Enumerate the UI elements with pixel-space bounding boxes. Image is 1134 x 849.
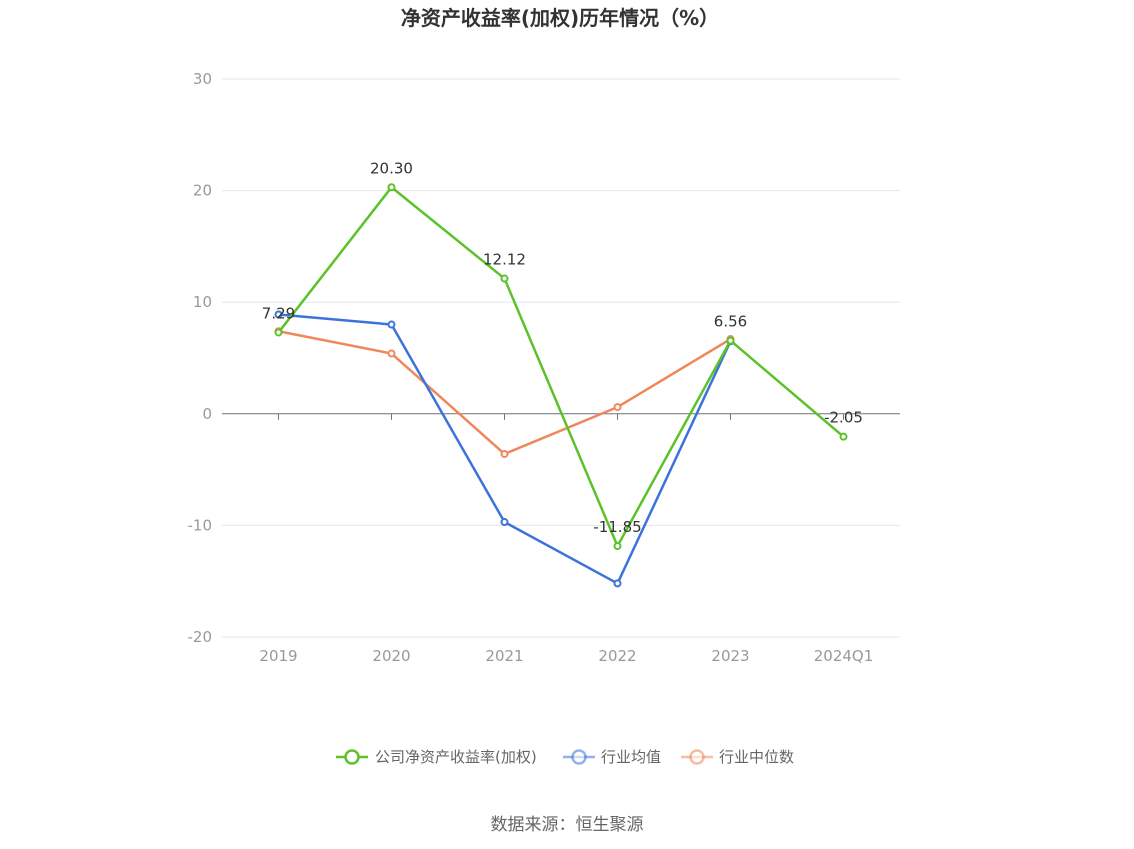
y-tick-label: 10 xyxy=(193,293,212,311)
data-point xyxy=(613,403,622,412)
data-point xyxy=(839,432,848,441)
chart-title: 净资产收益率(加权)历年情况（%） xyxy=(401,6,719,30)
source-note: 数据来源：恒生聚源 xyxy=(491,815,644,835)
data-label: 7.29 xyxy=(262,304,295,322)
y-tick-label: 0 xyxy=(202,405,212,423)
series-line xyxy=(277,186,845,548)
data-point xyxy=(500,274,509,283)
data-point xyxy=(274,310,283,319)
x-tick-label: 2021 xyxy=(485,647,523,665)
y-tick-label: 20 xyxy=(193,182,212,200)
data-label: 12.12 xyxy=(483,251,526,269)
legend-label: 行业均值 xyxy=(601,748,661,766)
data-point xyxy=(613,542,622,551)
y-tick-label: -10 xyxy=(188,516,213,534)
legend-label: 公司净资产收益率(加权) xyxy=(375,748,537,766)
legend-marker xyxy=(689,749,705,765)
series-layer xyxy=(274,183,848,588)
legend-marker xyxy=(571,749,587,765)
x-tick-label: 2020 xyxy=(372,647,410,665)
legend[interactable]: 公司净资产收益率(加权) 行业均值 行业中位数 xyxy=(336,748,794,766)
x-tick-label: 2022 xyxy=(598,647,636,665)
data-point xyxy=(613,579,622,588)
data-point xyxy=(500,518,509,527)
data-label: 6.56 xyxy=(714,313,747,331)
legend-marker xyxy=(344,749,360,765)
legend-item[interactable]: 公司净资产收益率(加权) xyxy=(336,748,537,766)
data-label: -2.05 xyxy=(824,409,863,427)
data-point xyxy=(500,449,509,458)
data-point xyxy=(387,349,396,358)
data-point xyxy=(274,328,283,337)
y-axis: 30 20 10 0 -10 -20 xyxy=(188,70,213,646)
x-axis: 2019 2020 2021 2022 2023 2024Q1 xyxy=(259,413,874,665)
legend-item[interactable]: 行业中位数 xyxy=(681,748,794,766)
y-tick-label: 30 xyxy=(193,70,212,88)
x-tick-label: 2019 xyxy=(259,647,297,665)
series-line xyxy=(278,329,732,456)
x-tick-label: 2023 xyxy=(711,647,749,665)
data-point xyxy=(387,320,396,329)
y-tick-label: -20 xyxy=(188,628,213,646)
data-labels: 7.29 20.30 12.12 -11.85 6.56 -2.05 xyxy=(262,159,863,536)
legend-item[interactable]: 行业均值 xyxy=(563,748,661,766)
grid xyxy=(222,78,900,638)
data-label: -11.85 xyxy=(593,518,641,536)
data-label: 20.30 xyxy=(370,159,413,177)
x-tick-label: 2024Q1 xyxy=(814,647,874,665)
series-line xyxy=(278,313,732,585)
data-point xyxy=(387,183,396,192)
legend-label: 行业中位数 xyxy=(719,748,794,766)
data-point xyxy=(726,336,735,345)
